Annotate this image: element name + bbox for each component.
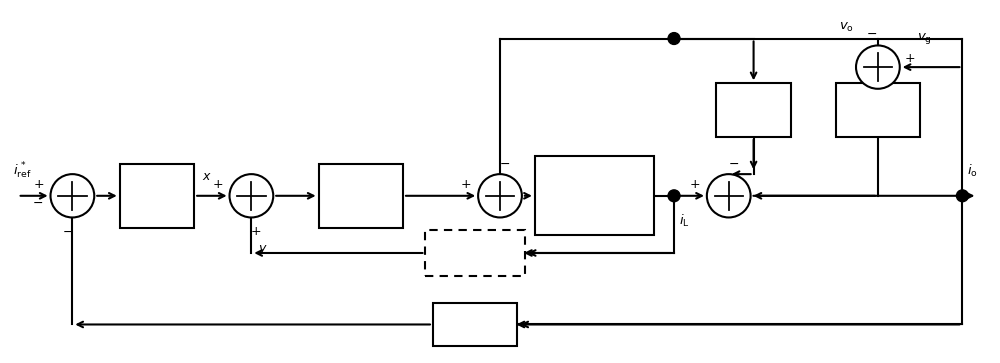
Ellipse shape [230, 174, 273, 217]
Bar [319, 164, 403, 228]
Text: $y$: $y$ [258, 242, 268, 257]
Text: $G_{\rm LV}(s)$: $G_{\rm LV}(s)$ [455, 245, 495, 261]
Text: $K_{\rm pwm}$: $K_{\rm pwm}$ [345, 187, 377, 204]
Bar [535, 156, 654, 235]
Text: $1$: $1$ [590, 169, 599, 183]
Text: $-$: $-$ [499, 157, 511, 170]
Text: +: + [212, 179, 223, 191]
Ellipse shape [707, 174, 751, 217]
Text: $i_{\rm o}$: $i_{\rm o}$ [967, 163, 978, 179]
Text: $r_{\rm ac}+L_{\rm ac}s$: $r_{\rm ac}+L_{\rm ac}s$ [569, 209, 620, 223]
Bar [433, 303, 517, 346]
Text: $G_{\rm i}(s)$: $G_{\rm i}(s)$ [141, 188, 173, 204]
Ellipse shape [668, 33, 680, 44]
Text: $C_{\rm ac}S$: $C_{\rm ac}S$ [738, 102, 769, 118]
Bar [836, 83, 920, 137]
Text: +: + [251, 225, 262, 238]
Ellipse shape [51, 174, 94, 217]
Text: $R_{\rm g}+L_{\rm g}s$: $R_{\rm g}+L_{\rm g}s$ [854, 102, 902, 118]
Text: +: + [33, 179, 44, 191]
Text: $i_{\rm L}$: $i_{\rm L}$ [679, 213, 690, 229]
Text: $-$: $-$ [728, 157, 739, 170]
Text: $v_{\rm o}$: $v_{\rm o}$ [839, 21, 854, 34]
Text: $-$: $-$ [866, 26, 877, 40]
Text: $x$: $x$ [202, 170, 212, 183]
Text: $i_{\rm ref}^{\,*}$: $i_{\rm ref}^{\,*}$ [13, 160, 31, 181]
Bar [716, 83, 791, 137]
Ellipse shape [956, 190, 968, 202]
Bar [120, 164, 194, 228]
Text: $-$: $-$ [62, 225, 73, 238]
Ellipse shape [478, 174, 522, 217]
Text: $G_{\rm a}(s)$: $G_{\rm a}(s)$ [458, 317, 492, 333]
Ellipse shape [668, 190, 680, 202]
Text: +: + [690, 179, 700, 191]
Text: $-$: $-$ [32, 196, 43, 209]
Bar [425, 230, 525, 276]
Text: $v_{\rm g}$: $v_{\rm g}$ [917, 31, 932, 46]
Ellipse shape [856, 45, 900, 89]
Text: $+$: $+$ [904, 52, 915, 65]
Text: +: + [461, 179, 472, 191]
